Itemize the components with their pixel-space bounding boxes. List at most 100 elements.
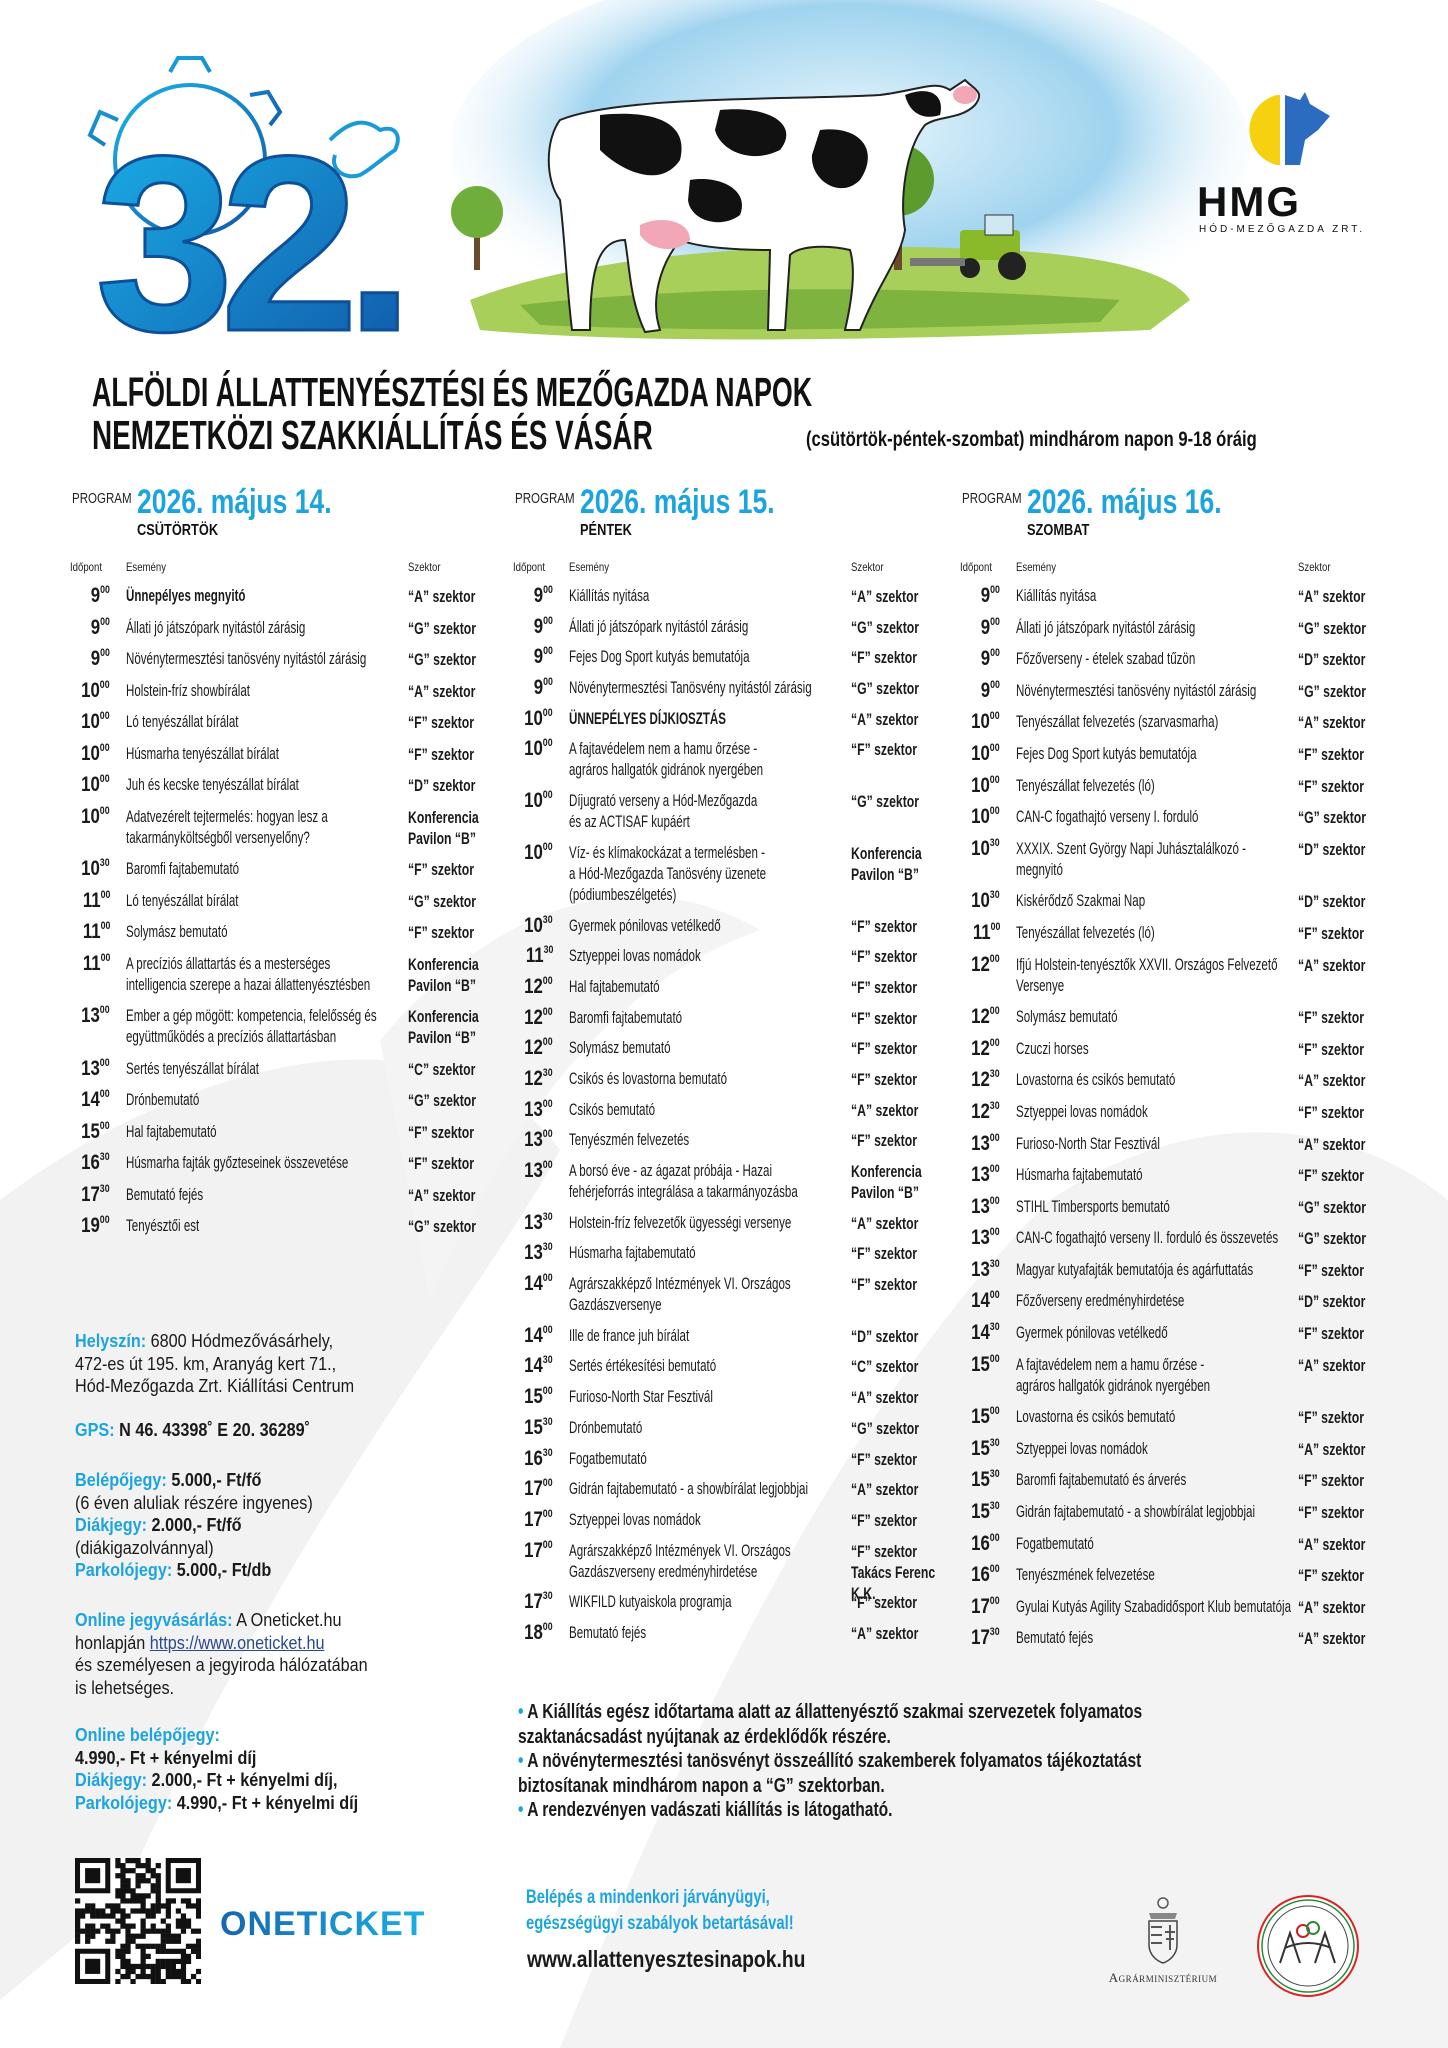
event-sector: “F” szektor bbox=[851, 648, 917, 668]
schedule-row: 1300 Húsmarha fajtabemutató “F” szektor bbox=[960, 1164, 1390, 1196]
event-sector: “G” szektor bbox=[1298, 618, 1367, 638]
event-time: 1000 bbox=[81, 678, 110, 702]
event-sector: “F” szektor bbox=[851, 977, 917, 997]
event-time: 1700 bbox=[524, 1538, 553, 1562]
event-name: Solymász bemutató bbox=[126, 922, 228, 941]
schedule-row: 1800 Bemutató fejés “A” szektor bbox=[513, 1621, 943, 1653]
schedule-row: 1630 Fogatbemutató “F” szektor bbox=[513, 1447, 943, 1479]
event-sector: “A” szektor bbox=[1298, 1534, 1366, 1554]
event-sector: “F” szektor bbox=[408, 713, 474, 732]
schedule-row: 900 Állati jó játszópark nyitástól zárás… bbox=[960, 616, 1390, 649]
website-link[interactable]: www.allattenyesztesinapok.hu bbox=[527, 1946, 806, 1972]
event-name: Solymász bemutató bbox=[569, 1038, 671, 1058]
online-ticket-prices: Online belépőjegy: 4.990,- Ft + kényelmi… bbox=[75, 1725, 359, 1813]
event-sector: “F” szektor bbox=[851, 1244, 917, 1264]
day-weekday: PÉNTEK bbox=[580, 522, 632, 539]
event-name: A fajtavédelem nem a hamu őrzése - agrár… bbox=[1016, 1354, 1211, 1395]
event-sector: “A” szektor bbox=[408, 1185, 476, 1205]
event-sector: “F” szektor bbox=[1298, 1166, 1364, 1186]
event-name: Lovastorna és csikós bemutató bbox=[1016, 1407, 1176, 1427]
program-label: PROGRAM bbox=[72, 490, 132, 507]
event-name: Fogatbemutató bbox=[569, 1448, 647, 1468]
event-sector: “F” szektor bbox=[408, 923, 474, 942]
health-notice: Belépés a mindenkori járványügyi, egészs… bbox=[526, 1887, 794, 1934]
event-name: Holstein-fríz felvezetők ügyességi verse… bbox=[569, 1212, 792, 1232]
hmg-logo-subtitle: HÓD-MEZŐGAZDA ZRT. bbox=[1199, 221, 1365, 235]
schedule-row: 1000 Díjugrató verseny a Hód-Mezőgazda é… bbox=[513, 790, 943, 842]
hmg-logo: HMG HÓD-MEZŐGAZDA ZRT. bbox=[1197, 92, 1365, 235]
event-name: Főzőverseny eredményhirdetése bbox=[1016, 1291, 1185, 1311]
event-name: Lovastorna és csikós bemutató bbox=[1016, 1070, 1176, 1090]
event-time: 900 bbox=[533, 584, 553, 607]
event-sector: “G” szektor bbox=[851, 679, 920, 699]
event-time: 900 bbox=[90, 647, 110, 670]
schedule-row: 1230 Csikós és lovastorna bemutató “F” s… bbox=[513, 1067, 943, 1099]
event-name: Solymász bemutató bbox=[1016, 1007, 1118, 1027]
schedule-row: 1300 CAN-C fogathajtó verseny II. fordul… bbox=[960, 1227, 1390, 1259]
event-name: Díjugrató verseny a Hód-Mezőgazda és az … bbox=[569, 791, 758, 832]
event-name: Húsmarha fajtabemutató bbox=[569, 1243, 696, 1263]
event-name: WIKFILD kutyaiskola programja bbox=[569, 1592, 732, 1612]
event-sector: “F” szektor bbox=[851, 1069, 917, 1089]
event-sector: “G” szektor bbox=[851, 617, 920, 637]
event-sector: “F” szektor bbox=[851, 1131, 917, 1151]
event-time: 1300 bbox=[971, 1163, 1000, 1187]
event-name: Kiállítás nyitása bbox=[1016, 586, 1097, 605]
schedule-row: 1300 Furioso-North Star Fesztivál “A” sz… bbox=[960, 1132, 1390, 1165]
event-sector: “F” szektor bbox=[1298, 1260, 1364, 1280]
event-sector: “A” szektor bbox=[851, 1213, 919, 1233]
event-sector: “F” szektor bbox=[1298, 776, 1364, 796]
event-time: 1530 bbox=[971, 1436, 1000, 1460]
schedule-row: 1000 Tenyészállat felvezetés (szarvasmar… bbox=[960, 711, 1390, 743]
event-name: Drónbemutató bbox=[569, 1417, 643, 1437]
event-time: 1700 bbox=[524, 1507, 553, 1531]
event-name: Növénytermesztési tanösvény nyitástól zá… bbox=[1016, 680, 1257, 700]
event-name: Sertés értékesítési bemutató bbox=[569, 1356, 717, 1376]
schedule-row: 1500 A fajtavédelem nem a hamu őrzése - … bbox=[960, 1353, 1390, 1407]
schedule-row: 1000 Holstein-fríz showbírálat “A” szekt… bbox=[70, 678, 500, 712]
schedule-row: 1700 Gidrán fajtabemutató - a showbírála… bbox=[513, 1478, 943, 1509]
note-item: • A rendezvényen vadászati kiállítás is … bbox=[518, 1799, 893, 1821]
event-name: Állati jó játszópark nyitástól zárásig bbox=[126, 617, 306, 637]
event-time: 1200 bbox=[524, 974, 553, 998]
qr-code[interactable] bbox=[75, 1858, 201, 1984]
event-sector: “A” szektor bbox=[851, 1480, 919, 1500]
event-time: 1400 bbox=[81, 1088, 110, 1111]
event-days-hours: (csütörtök-péntek-szombat) mindhárom nap… bbox=[806, 428, 1257, 451]
event-time: 1030 bbox=[524, 913, 553, 937]
day-date: 2026. május 16. bbox=[1027, 483, 1222, 521]
event-time: 1300 bbox=[971, 1194, 1000, 1218]
event-sector: “F” szektor Takács Ferenc K.K. bbox=[851, 1541, 936, 1603]
event-sector: “F” szektor bbox=[1298, 1566, 1364, 1586]
event-time: 1000 bbox=[971, 741, 1000, 765]
column-header-event: Esemény bbox=[126, 560, 167, 574]
schedule-row: 1700 Gyulai Kutyás Agility Szabadidőspor… bbox=[960, 1595, 1390, 1628]
schedule-row: 1400 Ille de france juh bírálat “D” szek… bbox=[513, 1324, 943, 1356]
event-name: Juh és kecske tenyészállat bírálat bbox=[126, 775, 299, 794]
event-name: Csikós és lovastorna bemutató bbox=[569, 1068, 728, 1088]
event-sector: “D” szektor bbox=[1298, 839, 1366, 859]
gear-outline-icon bbox=[87, 56, 283, 237]
event-time: 1000 bbox=[524, 789, 553, 813]
schedule-row: 1000 Juh és kecske tenyészállat bírálat … bbox=[70, 774, 500, 806]
event-sector: “F” szektor bbox=[1298, 744, 1364, 764]
schedule-row: 1000 Ló tenyészállat bírálat “F” szektor bbox=[70, 711, 500, 743]
event-time: 1200 bbox=[971, 1005, 1000, 1029]
event-sector: “C” szektor bbox=[851, 1357, 919, 1377]
event-name: Baromfi fajtabemutató bbox=[126, 859, 240, 878]
event-name: Holstein-fríz showbírálat bbox=[126, 680, 250, 700]
event-time: 900 bbox=[90, 584, 110, 607]
event-name: Furioso-North Star Fesztivál bbox=[569, 1387, 713, 1407]
schedule-row: 1000 Adatvezérelt tejtermelés: hogyan le… bbox=[70, 805, 500, 859]
event-name: Sertés tenyészállat bírálat bbox=[126, 1058, 260, 1078]
event-time: 1300 bbox=[524, 1128, 553, 1152]
event-name: Csikós bemutató bbox=[569, 1099, 656, 1119]
event-sector: “F” szektor bbox=[1298, 923, 1364, 943]
schedule-row: 1330 Húsmarha fajtabemutató “F” szektor bbox=[513, 1242, 943, 1273]
schedule-row: 1600 Fogatbemutató “A” szektor bbox=[960, 1532, 1390, 1565]
event-sector: “D” szektor bbox=[1298, 650, 1366, 670]
event-time: 1300 bbox=[524, 1159, 553, 1182]
event-sector: Konferencia Pavilon “B” bbox=[408, 807, 479, 848]
oneticket-link[interactable]: https://www.oneticket.hu bbox=[149, 1632, 325, 1653]
event-sector: “A” szektor bbox=[851, 1388, 919, 1408]
